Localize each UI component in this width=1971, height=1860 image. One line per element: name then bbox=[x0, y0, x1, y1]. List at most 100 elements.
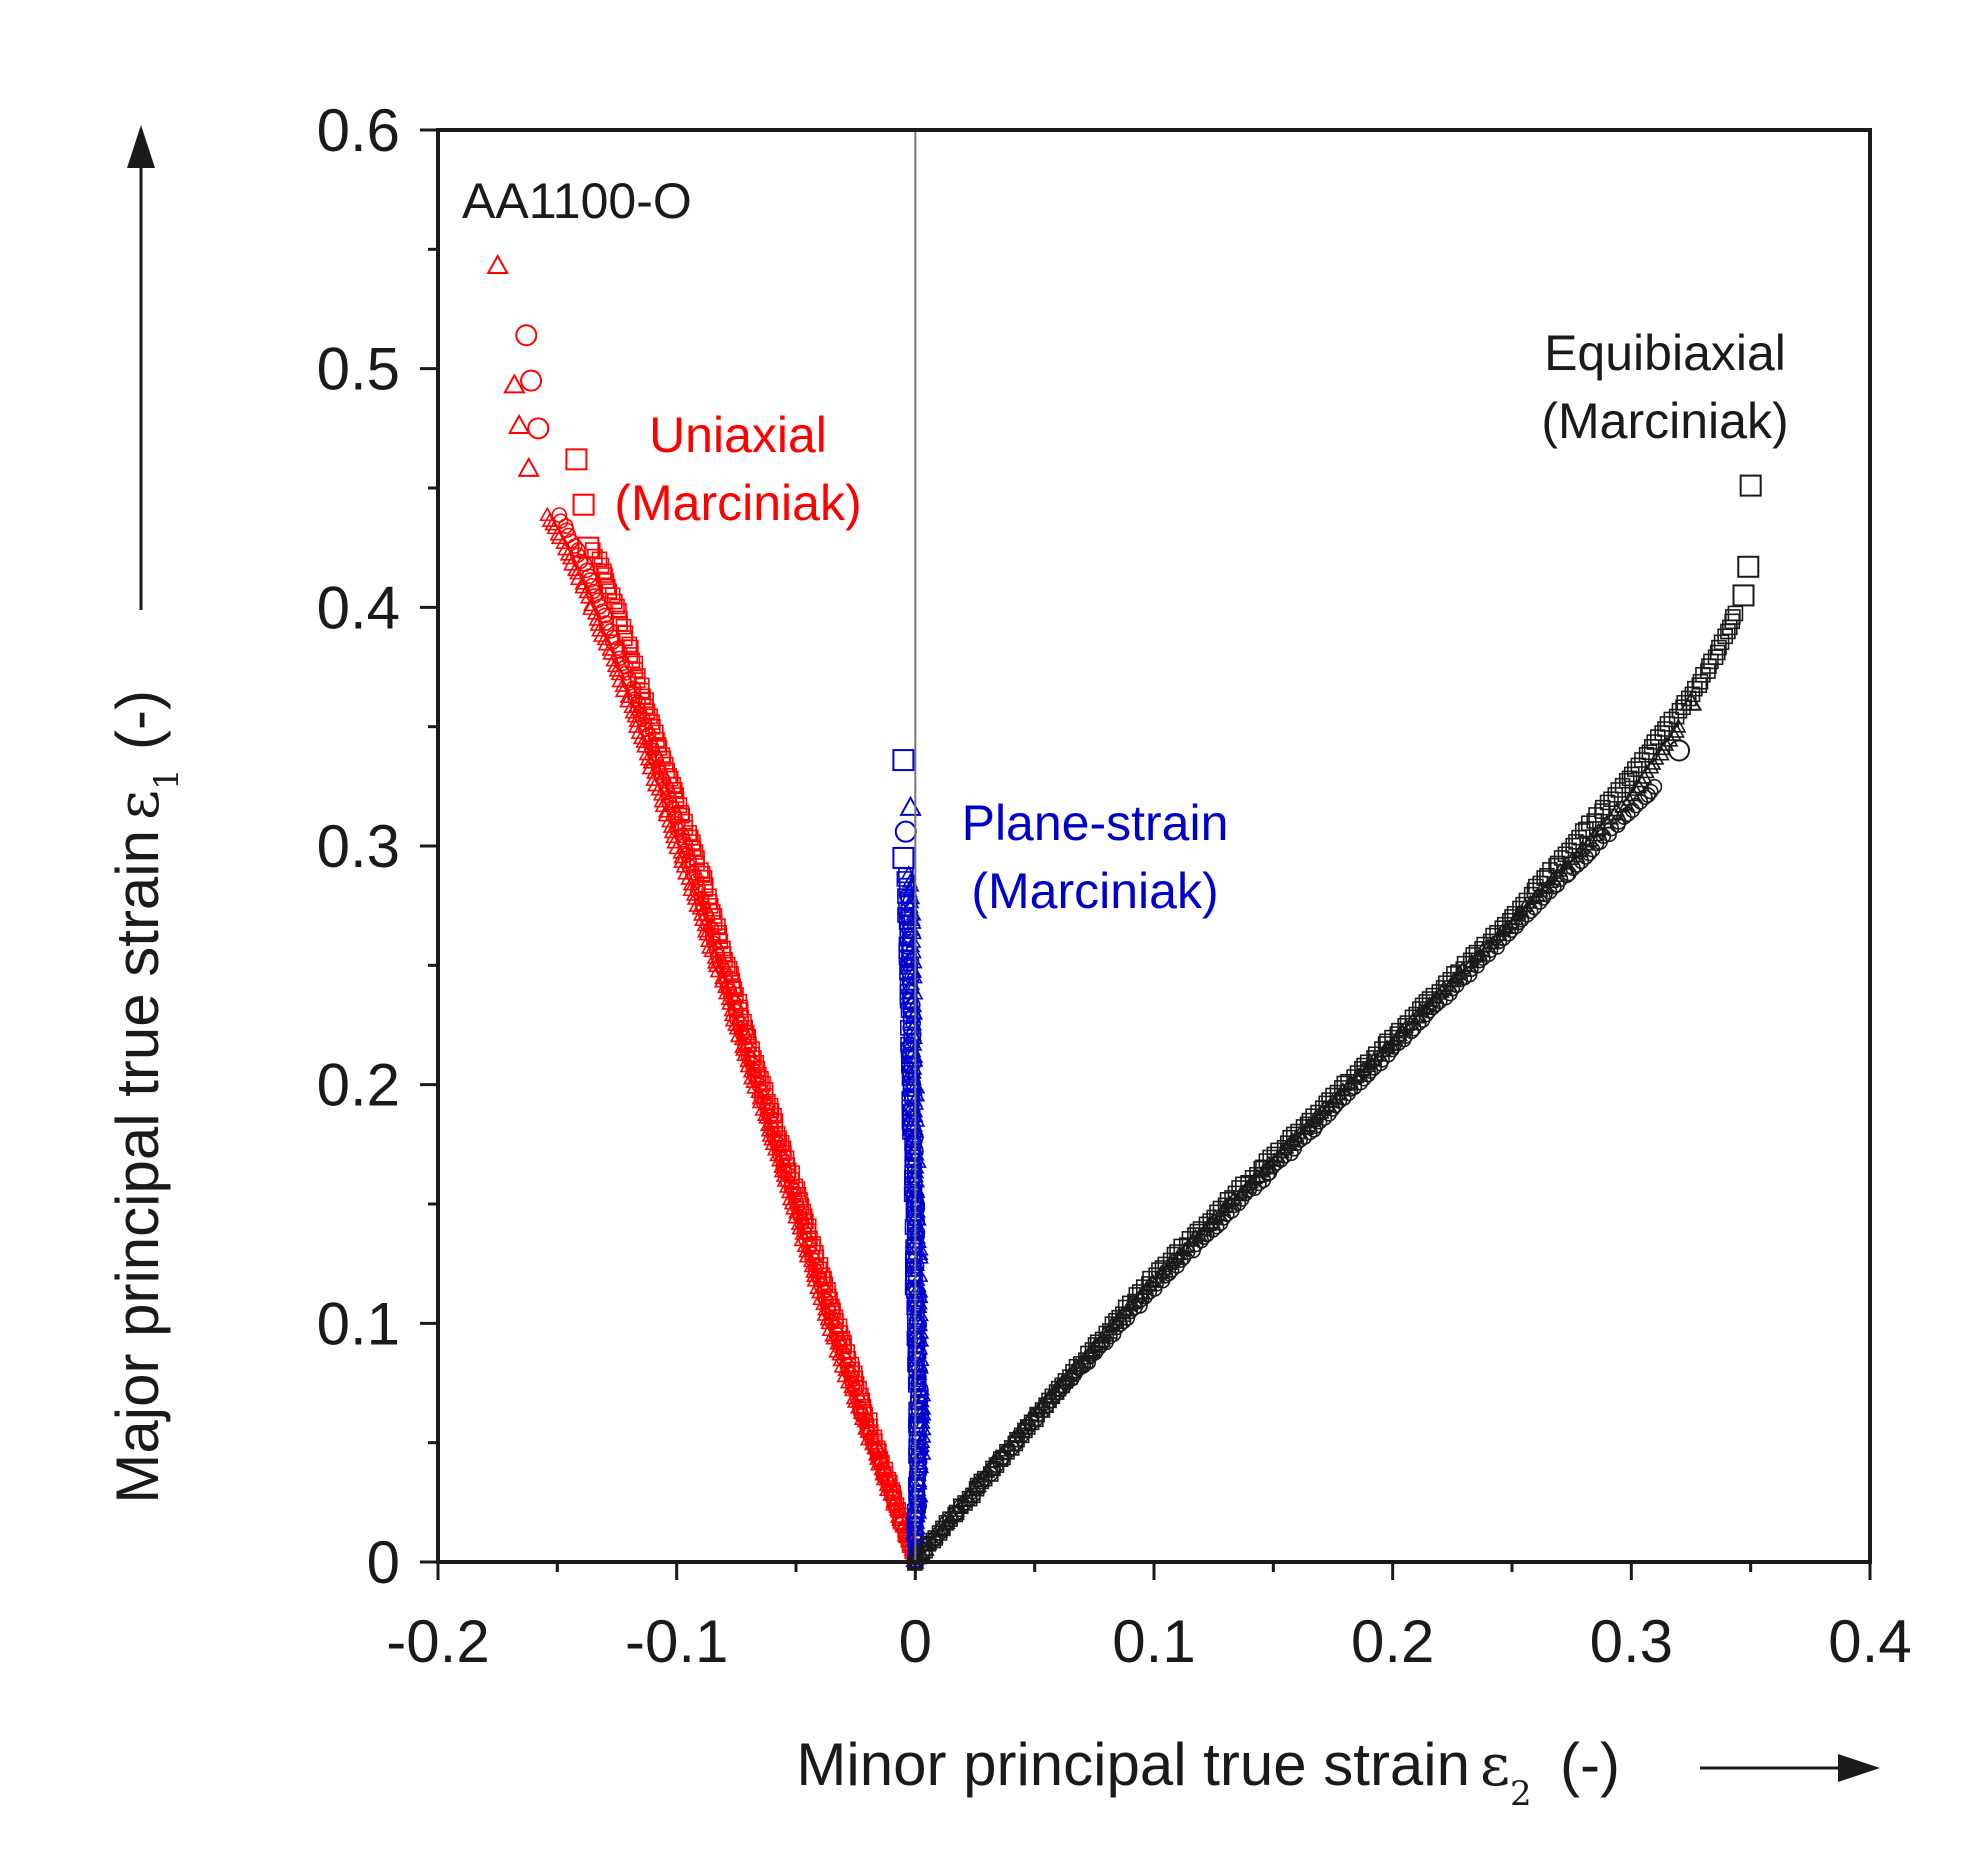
data-point bbox=[821, 1321, 838, 1337]
data-point bbox=[941, 1509, 958, 1524]
data-point bbox=[1234, 1184, 1251, 1199]
data-point bbox=[650, 781, 667, 796]
x-axis-arrow-head bbox=[1838, 1754, 1880, 1782]
data-point bbox=[689, 849, 705, 866]
data-point bbox=[596, 563, 612, 580]
data-point bbox=[706, 954, 723, 969]
data-point bbox=[1552, 862, 1569, 877]
data-point bbox=[1707, 649, 1724, 666]
y-axis-title-text: Major principal true strain bbox=[104, 830, 171, 1504]
y-axis-arrow-head bbox=[127, 125, 155, 168]
data-point bbox=[913, 1545, 930, 1561]
data-point bbox=[909, 1256, 926, 1271]
data-point-end bbox=[565, 448, 588, 471]
x-axis-title-text: Minor principal true strain bbox=[796, 1731, 1470, 1798]
data-point bbox=[808, 1279, 825, 1294]
data-point bbox=[1594, 799, 1611, 816]
data-point bbox=[912, 1372, 929, 1388]
data-point bbox=[781, 1191, 798, 1206]
data-point bbox=[729, 1027, 746, 1043]
data-point bbox=[1300, 1117, 1317, 1132]
data-point bbox=[1574, 823, 1591, 839]
data-point bbox=[805, 1267, 822, 1282]
data-point bbox=[645, 719, 661, 735]
data-point bbox=[905, 906, 922, 921]
data-point bbox=[627, 655, 644, 672]
data-point-end bbox=[1739, 474, 1762, 497]
data-point bbox=[905, 1064, 922, 1079]
data-point bbox=[913, 1351, 930, 1367]
data-point-end bbox=[892, 749, 915, 772]
y-tick-label: 0 bbox=[367, 1529, 400, 1596]
data-point bbox=[924, 1531, 941, 1547]
data-point-end bbox=[892, 846, 915, 869]
data-point bbox=[984, 1460, 1001, 1475]
data-point-end bbox=[517, 456, 540, 477]
data-point bbox=[1398, 1018, 1415, 1033]
data-point bbox=[787, 1209, 804, 1224]
data-point bbox=[1510, 905, 1527, 920]
data-point bbox=[1675, 699, 1691, 716]
x-tick-label: 0.1 bbox=[1112, 1608, 1195, 1675]
data-point-end bbox=[507, 413, 531, 434]
data-point bbox=[551, 507, 568, 523]
data-point bbox=[733, 1030, 750, 1046]
data-point bbox=[1072, 1354, 1089, 1369]
data-point bbox=[1153, 1264, 1170, 1280]
data-point bbox=[906, 1016, 923, 1031]
data-point bbox=[1082, 1343, 1099, 1358]
data-point bbox=[1065, 1363, 1082, 1379]
data-point bbox=[901, 873, 918, 888]
data-point bbox=[740, 1048, 756, 1064]
data-point bbox=[857, 1420, 874, 1435]
data-point bbox=[912, 1306, 929, 1322]
data-point bbox=[837, 1361, 854, 1377]
data-point-end bbox=[572, 493, 595, 516]
data-point bbox=[646, 764, 663, 779]
data-point bbox=[611, 603, 627, 619]
data-point bbox=[908, 1196, 925, 1211]
data-point bbox=[1526, 889, 1543, 905]
data-point bbox=[1691, 677, 1708, 694]
data-point bbox=[1405, 1010, 1422, 1026]
data-point bbox=[1627, 781, 1644, 796]
data-point bbox=[1348, 1068, 1365, 1084]
data-point bbox=[1274, 1143, 1291, 1159]
data-point bbox=[1545, 870, 1562, 886]
data-point bbox=[912, 1316, 929, 1332]
data-point bbox=[1630, 757, 1647, 774]
data-point bbox=[820, 1314, 837, 1330]
data-point bbox=[906, 963, 923, 978]
data-point bbox=[1559, 855, 1576, 870]
data-point bbox=[754, 1101, 771, 1116]
data-point bbox=[1665, 726, 1682, 741]
data-point bbox=[597, 567, 613, 583]
data-point bbox=[1266, 1152, 1283, 1167]
data-point bbox=[1171, 1245, 1188, 1261]
data-point bbox=[673, 853, 690, 869]
data-point bbox=[686, 890, 703, 905]
material-label: AA1100-O bbox=[462, 173, 692, 229]
data-point bbox=[1270, 1148, 1287, 1163]
data-point bbox=[634, 677, 650, 694]
data-point bbox=[1197, 1221, 1214, 1236]
data-point bbox=[1260, 1155, 1277, 1170]
data-point bbox=[1218, 1197, 1235, 1213]
y-axis-subscript: 1 bbox=[147, 768, 187, 790]
data-point bbox=[1590, 822, 1607, 837]
data-point bbox=[601, 583, 617, 599]
y-tick-label: 0.4 bbox=[317, 574, 400, 641]
annotation-equibiaxial: Equibiaxial (Marciniak) bbox=[1541, 325, 1788, 449]
data-point bbox=[1029, 1402, 1046, 1418]
data-point bbox=[915, 1400, 932, 1415]
data-point bbox=[989, 1449, 1006, 1465]
data-point bbox=[1006, 1428, 1023, 1444]
data-point bbox=[915, 1428, 932, 1443]
data-point bbox=[900, 865, 917, 880]
data-point bbox=[589, 616, 606, 631]
data-point bbox=[1387, 1031, 1404, 1047]
data-point bbox=[997, 1442, 1014, 1457]
y-tick-label: 0.3 bbox=[317, 813, 400, 880]
annotation-equibiaxial-line1: Equibiaxial bbox=[1544, 325, 1786, 381]
